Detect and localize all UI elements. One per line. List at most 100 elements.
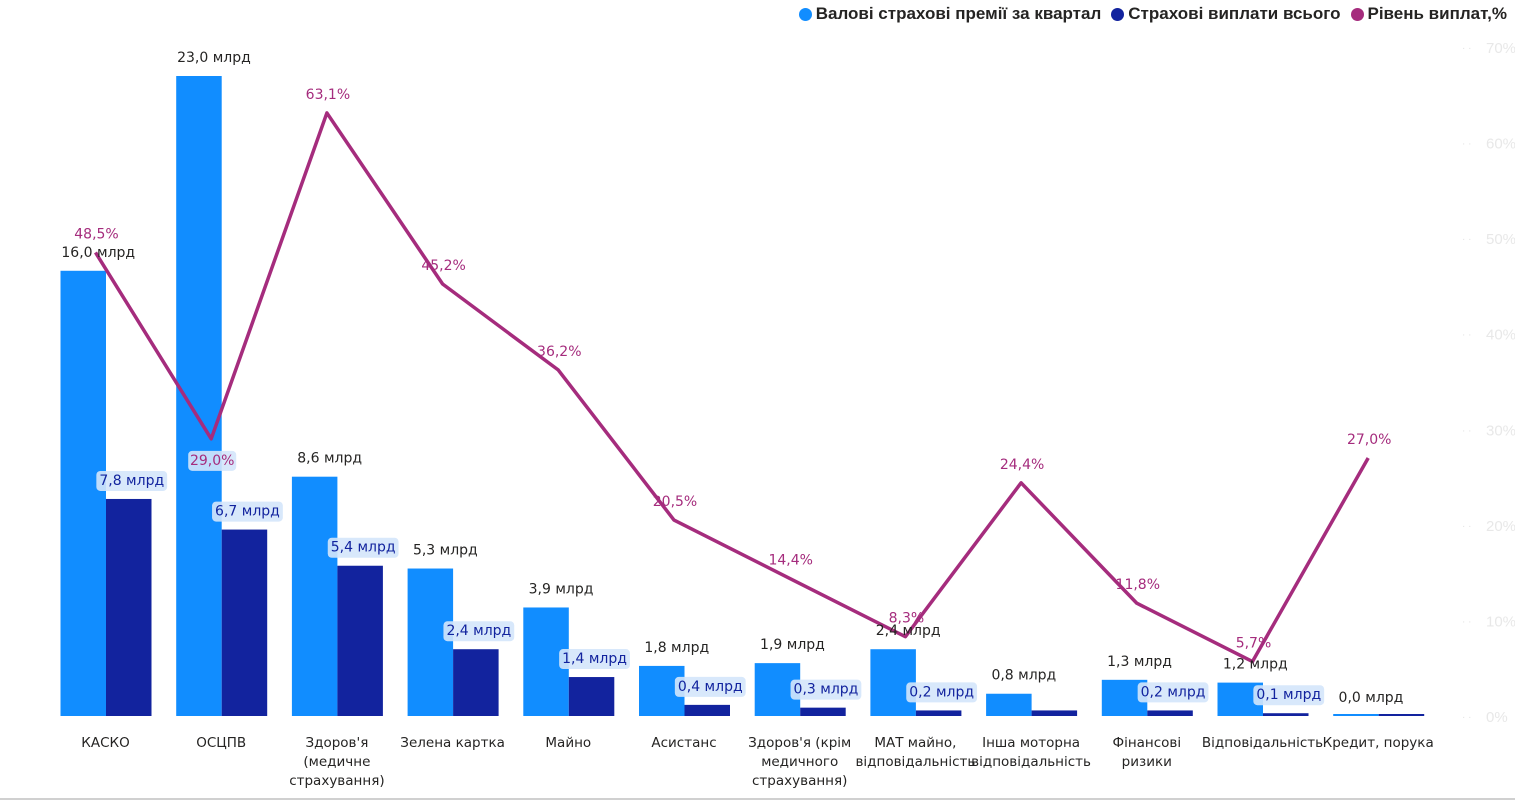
- bar-payouts: [1031, 710, 1078, 716]
- data-label-payouts-background: [906, 682, 978, 703]
- legend-item-premiums[interactable]: Валові страхові премії за квартал: [798, 4, 1102, 24]
- category-label: Зелена картка: [400, 735, 505, 751]
- bar-payouts: [453, 649, 499, 716]
- bar-premiums: [870, 649, 916, 716]
- right-axis-tick-dots: · ·: [1462, 616, 1471, 627]
- bar-payouts: [800, 707, 846, 716]
- data-label-payout-rate: 8,3%: [889, 611, 925, 627]
- category-label: ризики: [1122, 754, 1172, 770]
- data-label-payout-rate: 27,0%: [1347, 432, 1391, 448]
- data-label-payouts: 0,4 млрд: [678, 679, 743, 695]
- data-label-payout-rate: 36,2%: [537, 344, 581, 360]
- data-label-payouts: 1,4 млрд: [562, 651, 627, 667]
- right-axis-tick-dots: · ·: [1462, 712, 1471, 723]
- right-axis-tick-dots: · ·: [1462, 43, 1471, 54]
- data-label-payout-rate: 63,1%: [306, 87, 350, 103]
- data-label-payouts-background: [559, 649, 630, 670]
- bar-payouts: [568, 677, 615, 716]
- data-label-payouts-background: [443, 621, 515, 642]
- category-label: медичного: [761, 754, 838, 770]
- data-label-payouts-background: [96, 470, 168, 491]
- right-axis-tick-dots: · ·: [1462, 330, 1471, 341]
- right-axis-tick-dots: · ·: [1462, 234, 1471, 245]
- data-label-payouts: 0,1 млрд: [1256, 687, 1321, 703]
- data-label-premiums: 0,8 млрд: [991, 668, 1056, 684]
- legend-dot-payouts: [1111, 7, 1125, 21]
- right-axis-tick-label: 10%: [1486, 613, 1515, 630]
- right-axis-tick-label: 70%: [1486, 40, 1515, 57]
- data-label-payout-rate: 48,5%: [74, 226, 118, 242]
- right-axis-tick-dots: · ·: [1462, 425, 1471, 436]
- legend-label-payout-rate: Рівень виплат,%: [1367, 4, 1508, 23]
- bar-premiums: [407, 568, 454, 716]
- data-label-premiums: 23,0 млрд: [177, 50, 251, 66]
- data-label-payouts: 0,2 млрд: [1141, 684, 1206, 700]
- data-label-premiums: 5,3 млрд: [413, 543, 478, 559]
- category-label: Майно: [545, 735, 591, 751]
- bar-payouts: [221, 529, 268, 716]
- data-label-premiums: 1,8 млрд: [644, 640, 709, 656]
- right-axis-tick-label: 20%: [1486, 518, 1515, 535]
- data-label-premiums: 16,0 млрд: [61, 245, 135, 261]
- right-axis-tick-label: 50%: [1486, 231, 1515, 248]
- category-label: ОСЦПВ: [196, 735, 246, 751]
- category-label: Асистанс: [651, 735, 716, 751]
- right-axis-tick-dots: · ·: [1462, 139, 1471, 150]
- category-label: страхування): [289, 773, 384, 789]
- category-label: Відповідальність: [1202, 735, 1323, 751]
- data-label-payout-rate: 5,7%: [1236, 636, 1272, 652]
- line-payout-rate: [94, 111, 1370, 664]
- bar-payouts: [1147, 710, 1193, 716]
- legend-label-payouts: Страхові виплати всього: [1128, 4, 1341, 23]
- data-label-premiums: 2,4 млрд: [876, 623, 941, 639]
- data-label-payouts: 0,2 млрд: [909, 684, 974, 700]
- right-axis-tick-label: 40%: [1486, 327, 1515, 344]
- category-label: МАТ майно,: [874, 735, 956, 751]
- right-axis-tick-label: 60%: [1486, 136, 1515, 153]
- data-label-payouts: 6,7 млрд: [215, 504, 280, 520]
- data-label-premiums: 3,9 млрд: [529, 581, 594, 597]
- bar-premiums: [986, 693, 1032, 716]
- right-axis-tick-dots: · ·: [1462, 521, 1471, 532]
- legend-dot-premiums: [798, 7, 812, 21]
- data-label-payout-rate: 20,5%: [653, 494, 697, 510]
- legend-label-premiums: Валові страхові премії за квартал: [815, 4, 1102, 23]
- data-label-premiums: 1,3 млрд: [1107, 654, 1172, 670]
- data-label-premiums: 8,6 млрд: [297, 451, 362, 467]
- bar-premiums: [1333, 714, 1379, 716]
- chart-legend: Валові страхові премії за квартал Страхо…: [798, 4, 1508, 24]
- category-label: Фінансові: [1112, 735, 1181, 751]
- bar-payouts: [1263, 713, 1309, 716]
- category-label: страхування): [752, 773, 847, 789]
- data-label-payouts-background: [1253, 685, 1325, 706]
- data-label-payout-rate: 14,4%: [768, 552, 812, 568]
- data-label-payouts: 0,3 млрд: [794, 682, 859, 698]
- legend-item-payouts[interactable]: Страхові виплати всього: [1111, 4, 1341, 24]
- category-label: Інша моторна: [982, 735, 1080, 751]
- category-label: Кредит, порука: [1323, 735, 1434, 751]
- bar-payouts: [915, 710, 962, 716]
- data-label-premiums: 1,2 млрд: [1223, 657, 1288, 673]
- data-label-payout-rate: 45,2%: [421, 258, 465, 274]
- right-axis-tick-label: 0%: [1486, 709, 1508, 726]
- data-label-payouts-background: [212, 501, 283, 522]
- data-label-payouts-background: [790, 679, 862, 700]
- data-label-payout-rate-background: [188, 450, 237, 471]
- bottom-divider: [0, 798, 1515, 800]
- bar-payouts: [337, 565, 383, 716]
- legend-dot-payout-rate: [1350, 7, 1364, 21]
- data-label-payouts: 2,4 млрд: [446, 623, 511, 639]
- data-label-payout-rate: 29,0%: [190, 453, 234, 469]
- data-label-payouts-background: [327, 537, 399, 558]
- data-label-payouts-background: [1137, 682, 1209, 703]
- data-label-premiums: 1,9 млрд: [760, 637, 825, 653]
- right-axis-tick-label: 30%: [1486, 422, 1515, 439]
- category-label: відповідальність: [855, 754, 975, 770]
- legend-item-payout-rate[interactable]: Рівень виплат,%: [1350, 4, 1508, 24]
- data-label-payout-rate: 11,8%: [1116, 577, 1160, 593]
- data-label-payout-rate: 24,4%: [1000, 457, 1044, 473]
- data-label-payouts: 5,4 млрд: [331, 540, 396, 556]
- category-label: відповідальність: [971, 754, 1091, 770]
- data-label-payouts: 7,8 млрд: [99, 473, 164, 489]
